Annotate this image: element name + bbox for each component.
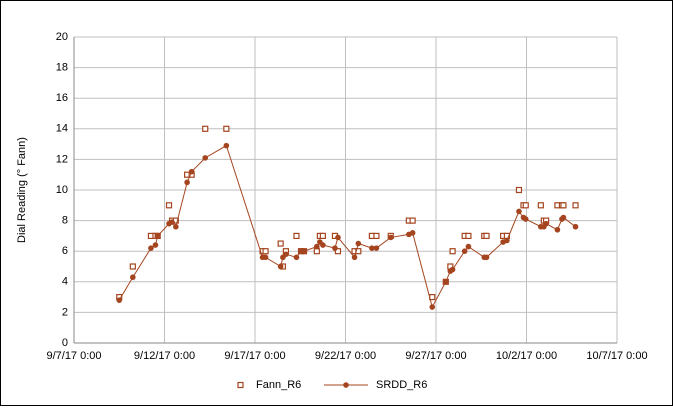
data-point [522, 216, 529, 222]
data-point [154, 233, 161, 239]
data-point [202, 125, 209, 132]
x-tick-label: 9/7/17 0:00 [46, 350, 101, 362]
data-point [283, 251, 289, 258]
y-tick-label: 20 [56, 31, 68, 43]
data-point [522, 202, 529, 209]
data-point [465, 243, 472, 250]
data-point [320, 242, 326, 248]
data-point [369, 245, 375, 251]
data-point [184, 179, 190, 186]
data-point [116, 297, 123, 303]
x-tick-label: 9/12/17 0:00 [134, 350, 195, 362]
legend-marker [237, 381, 244, 389]
y-tick-label: 4 [62, 276, 68, 288]
y-tick-label: 14 [56, 123, 68, 135]
y-tick-label: 18 [56, 62, 68, 74]
x-tick-label: 9/27/17 0:00 [405, 350, 466, 362]
data-point [277, 240, 284, 247]
data-point [504, 237, 510, 244]
data-point [409, 217, 416, 224]
data-point [355, 240, 362, 247]
data-point [483, 254, 490, 261]
data-point [332, 245, 338, 251]
data-point [152, 242, 159, 248]
data-point [515, 186, 523, 194]
data-point [202, 155, 209, 161]
x-tick-label: 10/2/17 0:00 [496, 350, 557, 362]
data-point [129, 263, 136, 270]
data-point [262, 254, 269, 261]
data-point [387, 234, 394, 241]
data-point [319, 232, 326, 239]
data-point [449, 266, 456, 273]
data-point [554, 226, 561, 233]
data-point [560, 214, 567, 221]
data-point [313, 248, 320, 255]
y-axis-title: Dial Reading (° Fann) [16, 137, 28, 243]
legend-marker [343, 382, 349, 388]
data-point [560, 202, 567, 209]
y-tick-label: 16 [56, 92, 68, 104]
data-point [223, 125, 230, 132]
legend-label: SRDD_R6 [376, 379, 427, 391]
data-point [293, 254, 300, 261]
y-tick-label: 10 [56, 184, 68, 196]
data-point [409, 230, 416, 236]
data-point [169, 219, 175, 225]
y-tick-label: 2 [62, 306, 68, 318]
y-tick-label: 0 [62, 337, 68, 349]
data-point [572, 223, 579, 230]
data-point [351, 254, 358, 261]
data-point [223, 142, 230, 149]
data-point [130, 274, 136, 281]
data-point [165, 202, 173, 209]
data-point [173, 223, 179, 230]
data-point [572, 202, 579, 209]
data-point [335, 234, 341, 241]
data-point [293, 232, 300, 239]
data-point [334, 248, 342, 255]
y-tick-label: 12 [56, 153, 68, 165]
data-point [443, 279, 449, 285]
data-point [465, 232, 472, 239]
data-point [543, 220, 549, 227]
data-point [188, 168, 195, 175]
data-point [314, 243, 320, 250]
data-point [262, 248, 269, 255]
data-point [449, 248, 456, 255]
series-line [118, 144, 576, 309]
x-tick-label: 9/17/17 0:00 [224, 350, 285, 362]
y-tick-label: 6 [62, 245, 68, 257]
data-point [461, 248, 468, 254]
legend-label: Fann_R6 [256, 379, 301, 391]
x-tick-label: 9/22/17 0:00 [315, 350, 376, 362]
data-point [429, 304, 436, 310]
data-point [373, 232, 380, 239]
data-point [373, 245, 380, 251]
data-point [483, 232, 490, 239]
data-point [537, 202, 544, 209]
data-point [277, 263, 284, 270]
data-point [148, 245, 154, 251]
y-tick-label: 8 [62, 215, 68, 227]
x-tick-label: 10/7/17 0:00 [586, 350, 647, 362]
data-point [301, 248, 307, 254]
data-point [516, 208, 522, 215]
